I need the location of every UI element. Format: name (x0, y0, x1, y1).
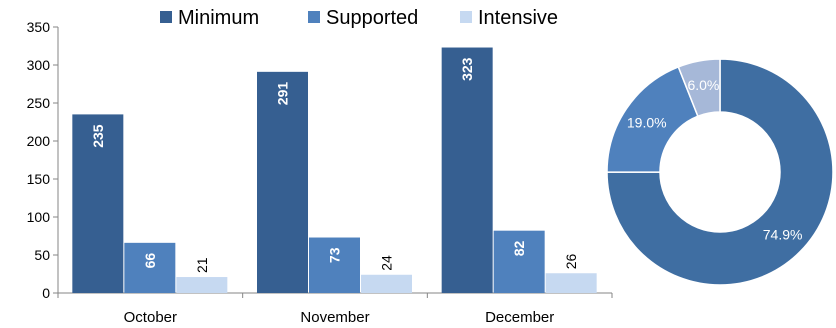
bar-value-label: 26 (563, 253, 579, 269)
y-axis: 0 50 100 150 200 250 300 350 (27, 19, 59, 301)
x-category-label: November (300, 309, 369, 326)
y-tick-label: 50 (34, 247, 50, 263)
donut-slice-label: 6.0% (687, 77, 719, 93)
y-tick-label: 300 (27, 57, 51, 73)
y-tick-label: 0 (42, 285, 50, 301)
donut-slice-label: 19.0% (627, 114, 667, 130)
legend-label: Intensive (478, 7, 558, 29)
legend-label: Supported (326, 7, 418, 29)
bar-supported (309, 237, 360, 293)
bar-value-label: 82 (511, 240, 527, 256)
bar-value-label: 323 (459, 57, 475, 81)
bar-value-label: 235 (90, 124, 106, 148)
x-category-label: December (485, 309, 554, 326)
bar-intensive (176, 277, 228, 293)
x-category-label: October (124, 309, 177, 326)
donut-chart: 74.9% 19.0% 6.0% (606, 58, 834, 286)
y-tick-label: 200 (27, 133, 51, 149)
bar-value-label: 24 (379, 255, 395, 271)
bar-supported (493, 230, 545, 293)
legend-swatch (460, 11, 472, 23)
bar-intensive (361, 274, 412, 293)
bar-minimum (441, 47, 493, 293)
bar-intensive (545, 273, 597, 293)
x-axis: October November December (57, 292, 613, 326)
bars: 235 66 21 291 73 24 323 82 26 (72, 47, 597, 294)
donut-slice (606, 58, 834, 286)
bar-value-label: 21 (194, 257, 210, 273)
bar-chart: Minimum Supported Intensive 0 50 100 150 200 25… (27, 7, 613, 326)
bar-value-label: 73 (327, 247, 343, 263)
y-tick-label: 150 (27, 171, 51, 187)
legend-swatch (308, 11, 320, 23)
bar-supported (124, 242, 176, 293)
y-tick-label: 250 (27, 95, 51, 111)
legend: Minimum Supported Intensive (160, 7, 558, 29)
bar-minimum (257, 71, 308, 293)
bar-minimum (72, 114, 124, 294)
bar-value-label: 66 (142, 253, 158, 269)
donut-slice-label: 74.9% (763, 227, 803, 243)
legend-label: Minimum (178, 7, 259, 29)
donut-slice (677, 58, 721, 118)
y-tick-label: 350 (27, 19, 51, 35)
legend-swatch (160, 11, 172, 23)
bar-value-label: 291 (275, 82, 291, 106)
y-tick-label: 100 (27, 209, 51, 225)
